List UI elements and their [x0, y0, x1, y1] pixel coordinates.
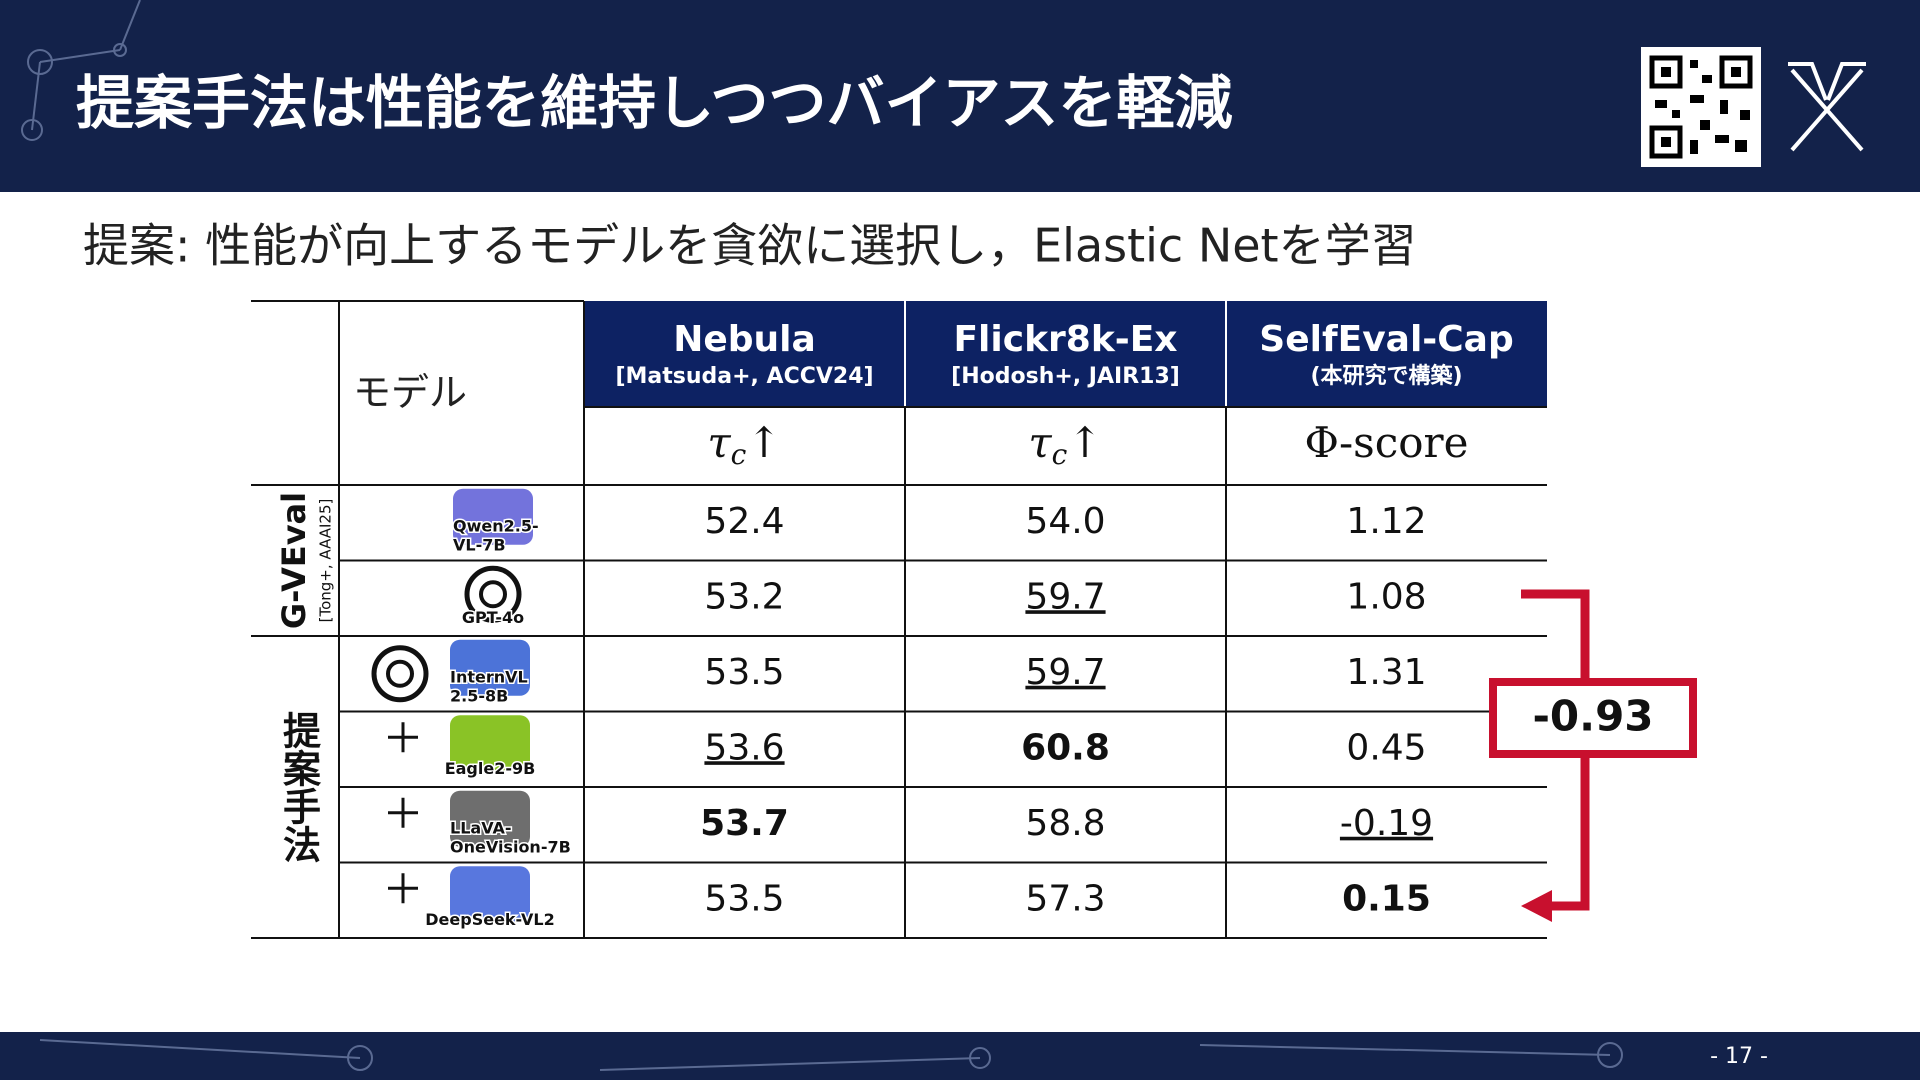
model-name: LLaVA-	[450, 818, 512, 837]
logo	[1788, 62, 1866, 152]
header-cells	[584, 301, 1547, 407]
cell-value: 58.8	[1025, 803, 1105, 844]
qr-code	[1641, 47, 1761, 167]
model-logo	[386, 659, 414, 688]
metric-subscript: c	[731, 438, 747, 471]
header-decoration	[21, 0, 141, 141]
results-table: Nebula[Matsuda+, ACCV24]τc↑Flickr8k-Ex[H…	[251, 300, 1547, 939]
title: 提案手法は性能を維持しつつバイアスを軽減	[76, 69, 1233, 137]
subtitle: 提案: 性能が向上するモデルを貪欲に選択し，Elastic Netを学習	[83, 219, 1417, 273]
metric-symbol: τ	[707, 418, 731, 467]
model-name: OneVision-7B	[450, 837, 571, 856]
column-name: SelfEval-Cap	[1259, 319, 1513, 360]
cell-value: 53.2	[704, 576, 784, 617]
bias-arrow	[1489, 589, 1697, 922]
cell-value: 59.7	[1025, 576, 1105, 617]
annotation: -0.93	[1532, 692, 1653, 741]
metric: τc↑	[707, 418, 781, 471]
cell-value: 1.12	[1346, 501, 1426, 542]
cell-value: 60.8	[1021, 727, 1110, 768]
group-reference: [Tong+, AAAI25]	[317, 499, 335, 623]
model-name: GPT-4o	[462, 608, 524, 627]
metric-symbol: Φ-score	[1305, 418, 1469, 467]
model-logo	[450, 790, 530, 847]
model-name: VL-7B	[453, 535, 506, 554]
model-logo	[479, 580, 507, 609]
cell-value: 52.4	[704, 501, 784, 542]
model-logo	[371, 645, 429, 703]
cell-value: -0.19	[1340, 803, 1433, 844]
cell-value: 54.0	[1025, 501, 1105, 542]
cell-value: 0.45	[1346, 727, 1426, 768]
metric-arrow: ↑	[746, 418, 781, 467]
model-name: InternVL	[450, 667, 528, 686]
cell-value: 53.6	[704, 727, 784, 768]
metric-subscript: c	[1052, 438, 1068, 471]
model-logo	[450, 866, 530, 923]
metric: τc↑	[1028, 418, 1102, 471]
model-logo	[453, 488, 533, 545]
cell-value: 53.5	[704, 652, 784, 693]
model-header: モデル	[353, 371, 467, 415]
model-name: Qwen2.5-	[453, 516, 539, 535]
cell-value: 1.08	[1346, 576, 1426, 617]
cell-value: 1.31	[1346, 652, 1426, 693]
group-name: 提案手法	[277, 711, 321, 863]
column-name: Nebula	[673, 319, 816, 360]
column-name: Flickr8k-Ex	[953, 319, 1177, 360]
cell-value: 53.5	[704, 878, 784, 919]
model-logo	[450, 715, 530, 772]
model-name: 2.5-8B	[450, 686, 508, 705]
group-name: G-VEval	[275, 492, 313, 629]
cell-value: 53.7	[700, 803, 789, 844]
column-reference: (本研究で構築)	[1310, 363, 1462, 389]
column-reference: [Matsuda+, ACCV24]	[615, 364, 873, 389]
metric-arrow: ↑	[1067, 418, 1102, 467]
cell-value: 57.3	[1025, 878, 1105, 919]
model-name: Eagle2-9B	[445, 759, 536, 778]
cell-value: 59.7	[1025, 652, 1105, 693]
model-logo	[464, 565, 522, 623]
footer-decoration	[39, 1039, 1623, 1071]
footer-band	[0, 1032, 1920, 1080]
cell-value: 0.15	[1342, 878, 1431, 919]
model-logo	[450, 639, 530, 696]
metric-symbol: τ	[1028, 418, 1052, 467]
page-number: - 17 -	[1710, 1044, 1768, 1069]
column-reference: [Hodosh+, JAIR13]	[951, 364, 1180, 389]
metric: Φ-score	[1305, 418, 1469, 467]
header-band	[0, 0, 1920, 192]
model-name: DeepSeek-VL2	[425, 910, 555, 929]
